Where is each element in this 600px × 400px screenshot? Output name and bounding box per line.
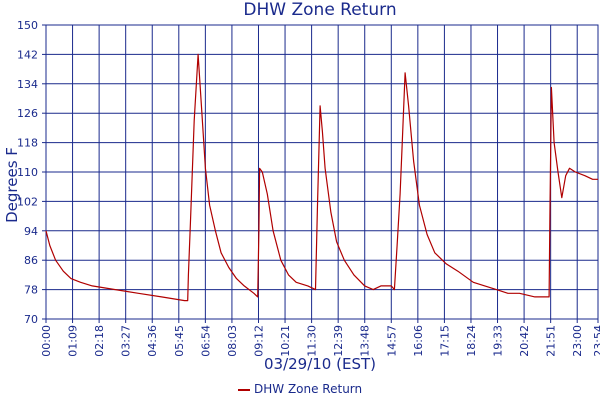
chart-title: DHW Zone Return bbox=[243, 0, 397, 20]
x-tick-label: 09:12 bbox=[252, 325, 265, 357]
x-tick-label: 18:24 bbox=[465, 325, 478, 357]
x-tick-label: 00:00 bbox=[40, 325, 53, 357]
y-tick-label: 70 bbox=[24, 313, 38, 326]
x-tick-label: 23:54 bbox=[592, 325, 600, 357]
x-tick-label: 03:27 bbox=[120, 325, 133, 357]
legend-label: DHW Zone Return bbox=[254, 382, 363, 396]
y-tick-label: 150 bbox=[17, 19, 38, 32]
x-tick-label: 04:36 bbox=[146, 325, 159, 357]
x-tick-label: 05:45 bbox=[173, 325, 186, 357]
x-tick-label: 19:33 bbox=[492, 325, 505, 357]
x-tick-label: 08:03 bbox=[226, 325, 239, 357]
x-tick-label: 13:48 bbox=[359, 325, 372, 357]
y-tick-label: 94 bbox=[24, 225, 38, 238]
y-tick-label: 142 bbox=[17, 48, 38, 61]
x-tick-label: 14:57 bbox=[385, 325, 398, 357]
x-tick-label: 02:18 bbox=[93, 325, 106, 357]
legend-swatch bbox=[238, 388, 250, 391]
x-tick-label: 11:30 bbox=[306, 325, 319, 357]
series-line-dhw-zone-return bbox=[45, 53, 598, 302]
y-tick-label: 118 bbox=[17, 137, 38, 150]
x-tick-label: 21:51 bbox=[545, 325, 558, 357]
x-tick-label: 16:06 bbox=[412, 325, 425, 357]
x-tick-label: 23:00 bbox=[571, 325, 584, 357]
series-group bbox=[45, 53, 598, 302]
y-tick-label: 110 bbox=[17, 166, 38, 179]
x-tick-label: 20:42 bbox=[518, 325, 531, 357]
grid bbox=[45, 24, 599, 320]
y-tick-label: 86 bbox=[24, 254, 38, 267]
x-tick-label: 10:21 bbox=[279, 325, 292, 357]
y-tick-label: 78 bbox=[24, 284, 38, 297]
y-axis-label: Degrees F bbox=[3, 147, 21, 223]
y-tick-label: 134 bbox=[17, 78, 38, 91]
x-axis-ticks: 00:00 01:09 02:18 03:27 04:36 05:45 06:54 08:03… bbox=[40, 319, 600, 357]
x-tick-label: 17:15 bbox=[438, 325, 451, 357]
y-tick-label: 102 bbox=[17, 195, 38, 208]
y-axis-ticks: 70 78 86 94 102 110 118 126 134 142 150 bbox=[17, 19, 46, 326]
y-tick-label: 126 bbox=[17, 107, 38, 120]
x-tick-label: 06:54 bbox=[199, 325, 212, 357]
x-tick-label: 01:09 bbox=[67, 325, 80, 357]
x-tick-label: 12:39 bbox=[332, 325, 345, 357]
x-axis-label: 03/29/10 (EST) bbox=[263, 355, 376, 373]
legend: DHW Zone Return bbox=[238, 382, 362, 396]
